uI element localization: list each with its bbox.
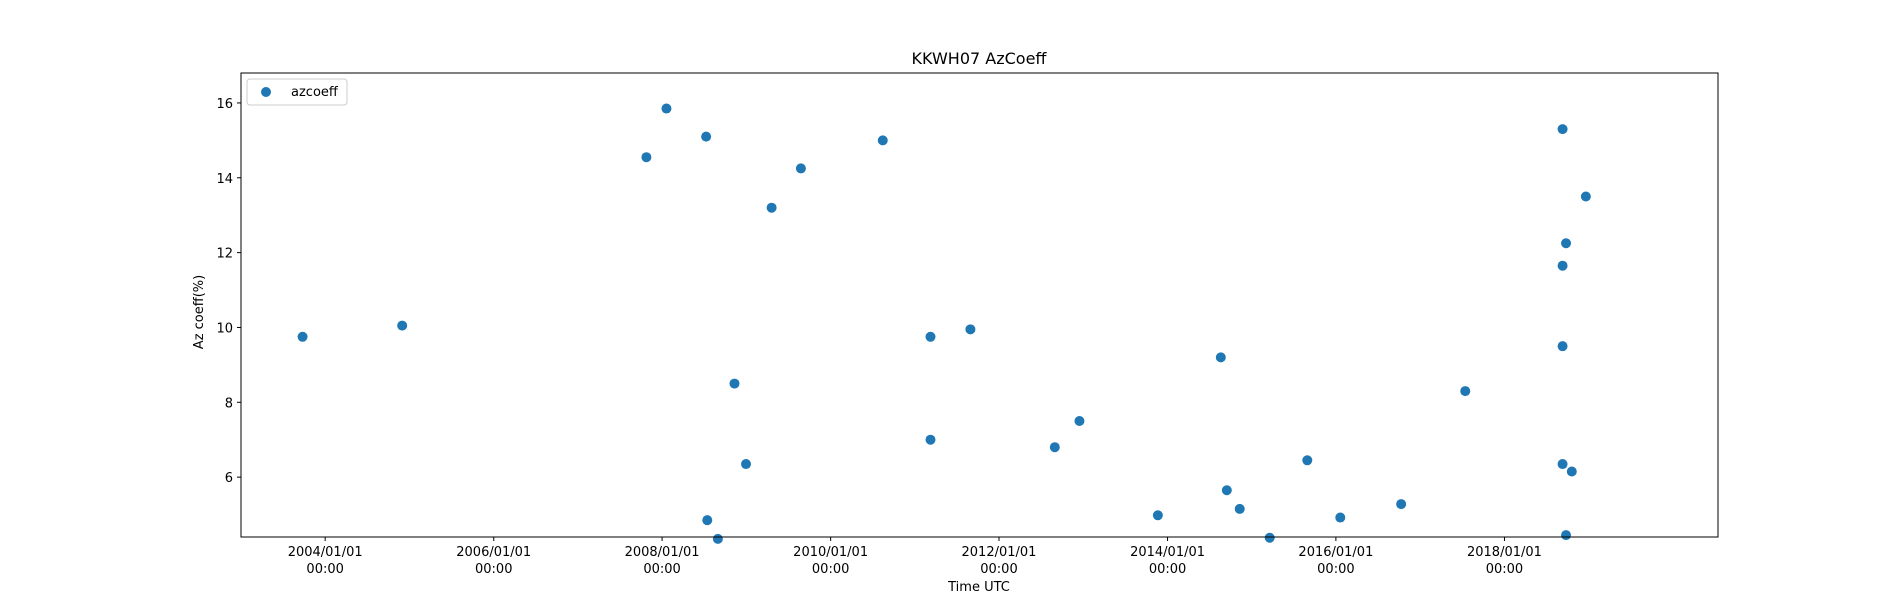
- data-point: [1234, 503, 1245, 514]
- x-tick-label: 2012/01/01: [962, 545, 1037, 560]
- data-point: [1074, 416, 1085, 426]
- y-tick-label: 14: [216, 172, 233, 187]
- legend-entry-azcoeff: azcoeff: [291, 85, 339, 100]
- data-point: [1561, 530, 1572, 541]
- x-tick-label: 2010/01/01: [793, 545, 868, 560]
- x-tick-label: 2006/01/01: [456, 545, 531, 560]
- data-point: [1557, 341, 1568, 352]
- data-point: [1557, 260, 1568, 271]
- y-axis-ticks: 6 8 10 12 14 16: [216, 97, 241, 486]
- data-point: [1557, 459, 1568, 470]
- data-point: [1580, 191, 1591, 202]
- x-tick-time-label: 00:00: [643, 562, 680, 577]
- data-point: [965, 324, 976, 335]
- data-point: [701, 131, 712, 142]
- data-point: [1561, 238, 1572, 249]
- plot-area-frame: [240, 72, 1719, 538]
- data-point: [1566, 466, 1577, 477]
- data-point: [1557, 124, 1568, 135]
- data-point: [712, 533, 723, 544]
- y-tick-label: 16: [216, 97, 233, 112]
- data-point: [1335, 512, 1346, 523]
- x-axis-ticks: 2004/01/01 00:00 2006/01/01 00:00 2008/01/01…: [288, 537, 1542, 577]
- y-tick-label: 6: [225, 471, 233, 486]
- x-tick-label: 2018/01/01: [1467, 545, 1542, 560]
- x-axis-label: Time UTC: [947, 580, 1010, 595]
- data-point: [925, 331, 936, 342]
- data-point: [729, 378, 740, 389]
- x-tick-time-label: 00:00: [1486, 562, 1523, 577]
- data-point: [925, 434, 936, 445]
- x-tick-time-label: 00:00: [1317, 562, 1354, 577]
- data-point: [1215, 352, 1226, 363]
- y-axis-label: Az coeff(%): [192, 275, 207, 349]
- data-point: [1264, 532, 1275, 543]
- chart-title: KKWH07 AzCoeff: [912, 49, 1048, 68]
- x-tick-time-label: 00:00: [306, 562, 343, 577]
- data-point: [1152, 510, 1163, 521]
- data-point: [297, 331, 308, 342]
- x-tick-time-label: 00:00: [980, 562, 1017, 577]
- data-point: [661, 103, 672, 114]
- data-point: [795, 163, 806, 174]
- x-tick-label: 2004/01/01: [288, 545, 363, 560]
- data-point: [641, 152, 652, 163]
- data-point: [1460, 386, 1471, 397]
- data-point: [1049, 442, 1060, 453]
- y-tick-label: 10: [216, 321, 233, 336]
- y-axis-label-group: Az coeff(%): [192, 275, 207, 349]
- data-point: [1221, 485, 1232, 496]
- data-point: [766, 202, 777, 213]
- x-tick-label: 2014/01/01: [1130, 545, 1205, 560]
- data-point: [397, 320, 408, 331]
- x-tick-time-label: 00:00: [1149, 562, 1186, 577]
- x-tick-time-label: 00:00: [475, 562, 512, 577]
- legend: azcoeff: [246, 78, 348, 106]
- x-tick-label: 2008/01/01: [625, 545, 700, 560]
- data-point: [741, 459, 752, 470]
- data-point: [1396, 499, 1407, 510]
- data-point: [1302, 455, 1313, 466]
- legend-marker: [261, 87, 271, 97]
- data-points: [297, 103, 1591, 544]
- data-point: [877, 135, 888, 146]
- data-point: [702, 515, 713, 526]
- y-tick-label: 8: [225, 396, 233, 411]
- y-tick-label: 12: [216, 247, 233, 262]
- x-tick-label: 2016/01/01: [1298, 545, 1373, 560]
- legend-box: [246, 78, 348, 106]
- x-tick-time-label: 00:00: [812, 562, 849, 577]
